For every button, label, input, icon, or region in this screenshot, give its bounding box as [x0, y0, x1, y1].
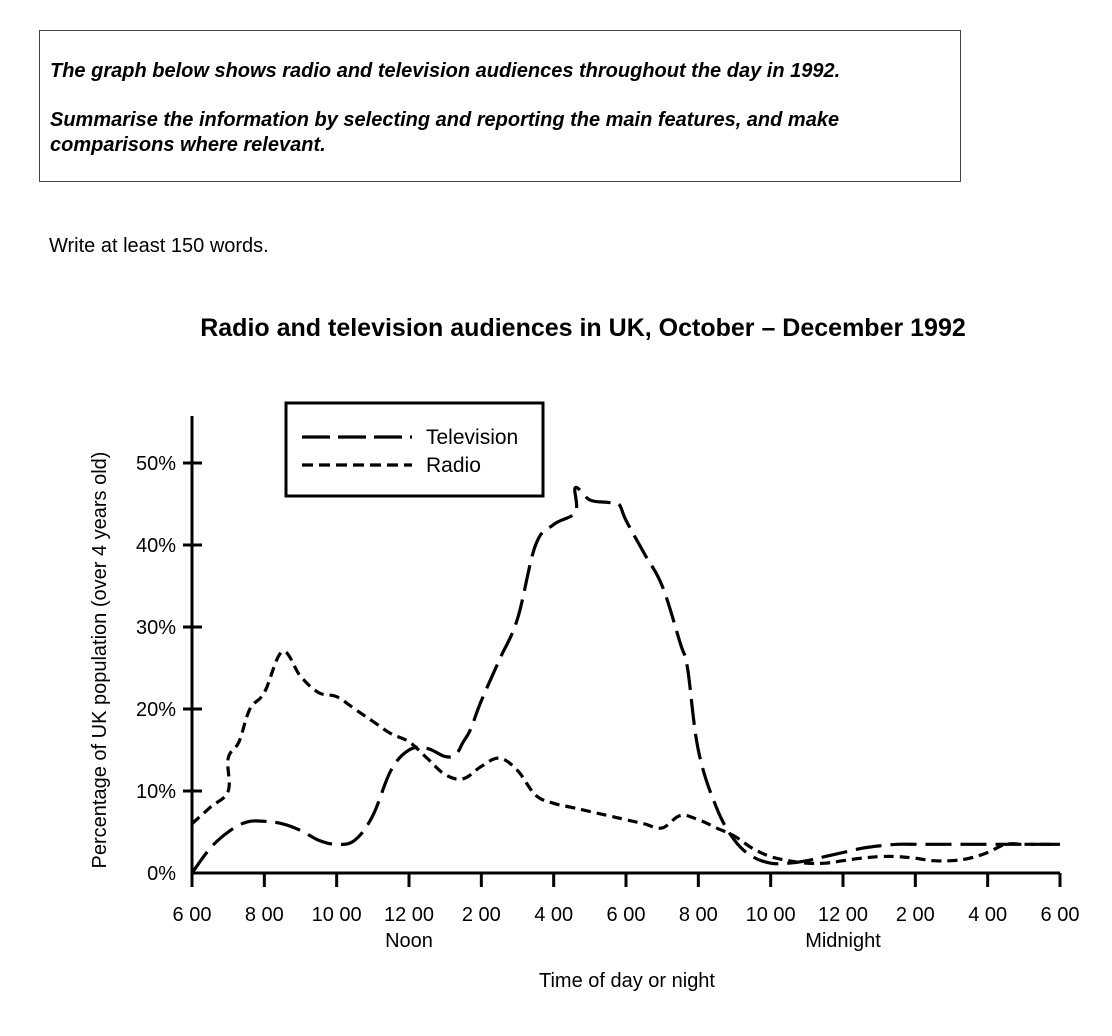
- task-box: The graph below shows radio and televisi…: [39, 30, 961, 182]
- axes: 0% 10% 20% 30% 40% 50% 6 00 8 00 10 00 12 00 2 00 4…: [136, 416, 1080, 952]
- task-line-1: The graph below shows radio and televisi…: [50, 60, 841, 82]
- task-line-2: Summarise the information by selecting a…: [50, 109, 840, 131]
- x-tick-label: 10 00: [312, 904, 362, 926]
- x-sublabel-noon: Noon: [385, 930, 433, 952]
- x-tick-label: 4 00: [534, 904, 573, 926]
- y-tick-label: 10%: [136, 781, 176, 803]
- legend-radio-label: Radio: [426, 454, 481, 477]
- x-tick-label: 4 00: [968, 904, 1007, 926]
- chart-title: Radio and television audiences in UK, Oc…: [200, 314, 966, 342]
- x-axis-label: Time of day or night: [539, 970, 715, 992]
- task-line-3: comparisons where relevant.: [50, 134, 326, 156]
- legend: Television Radio: [284, 401, 545, 498]
- x-tick-label: 8 00: [245, 904, 284, 926]
- x-tick-label: 12 00: [384, 904, 434, 926]
- x-tick-label: 6 00: [173, 904, 212, 926]
- legend-box: [284, 401, 545, 498]
- x-tick-label: 2 00: [462, 904, 501, 926]
- word-count-instruction: Write at least 150 words.: [49, 235, 269, 257]
- x-tick-label: 6 00: [607, 904, 646, 926]
- x-tick-label: 10 00: [746, 904, 796, 926]
- series-line-television: [190, 485, 1060, 874]
- y-tick-label: 20%: [136, 699, 176, 721]
- series-line-radio: [190, 649, 1060, 866]
- x-sublabel-midnight: Midnight: [805, 930, 881, 952]
- x-tick-label: 2 00: [896, 904, 935, 926]
- line-chart: Radio and television audiences in UK, Oc…: [89, 314, 1080, 992]
- y-axis-label: Percentage of UK population (over 4 year…: [89, 452, 111, 869]
- series-layer: [190, 485, 1060, 874]
- y-tick-label: 30%: [136, 617, 176, 639]
- x-tick-label: 12 00: [818, 904, 868, 926]
- x-tick-label: 6 00: [1041, 904, 1080, 926]
- legend-television-label: Television: [426, 426, 518, 449]
- y-tick-label: 0%: [147, 863, 176, 885]
- y-tick-label: 50%: [136, 453, 176, 475]
- x-tick-label: 8 00: [679, 904, 718, 926]
- y-tick-label: 40%: [136, 535, 176, 557]
